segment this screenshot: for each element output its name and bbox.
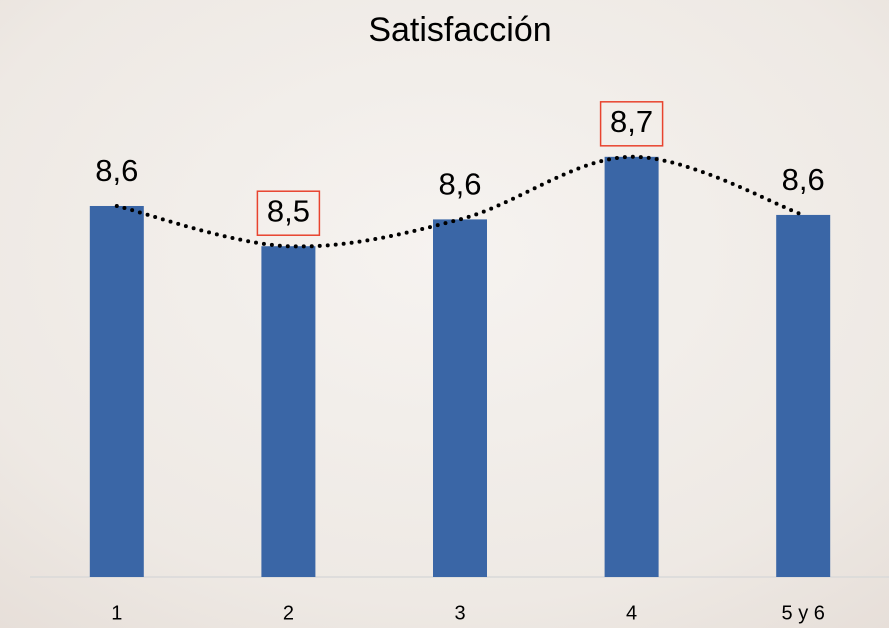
x-tick-label: 2: [283, 602, 294, 624]
value-label: 8,5: [267, 193, 310, 228]
bar: [433, 219, 487, 577]
chart: Satisfacción 1 2 3 4 5 y 6 8,6 8,5 8,6 8,7 8,6: [0, 0, 889, 628]
bar: [90, 206, 144, 577]
value-label: 8,6: [782, 162, 825, 197]
value-label: 8,6: [438, 167, 481, 202]
x-tick-label: 5 y 6: [782, 602, 825, 624]
x-tick-label: 4: [626, 602, 637, 624]
bar: [776, 215, 830, 577]
value-label: 8,6: [95, 153, 138, 188]
bar: [605, 157, 659, 577]
bar: [261, 246, 315, 577]
value-label: 8,7: [610, 104, 653, 139]
chart-title: Satisfacción: [368, 11, 551, 49]
x-tick-label: 1: [111, 602, 122, 624]
x-tick-label: 3: [454, 602, 465, 624]
